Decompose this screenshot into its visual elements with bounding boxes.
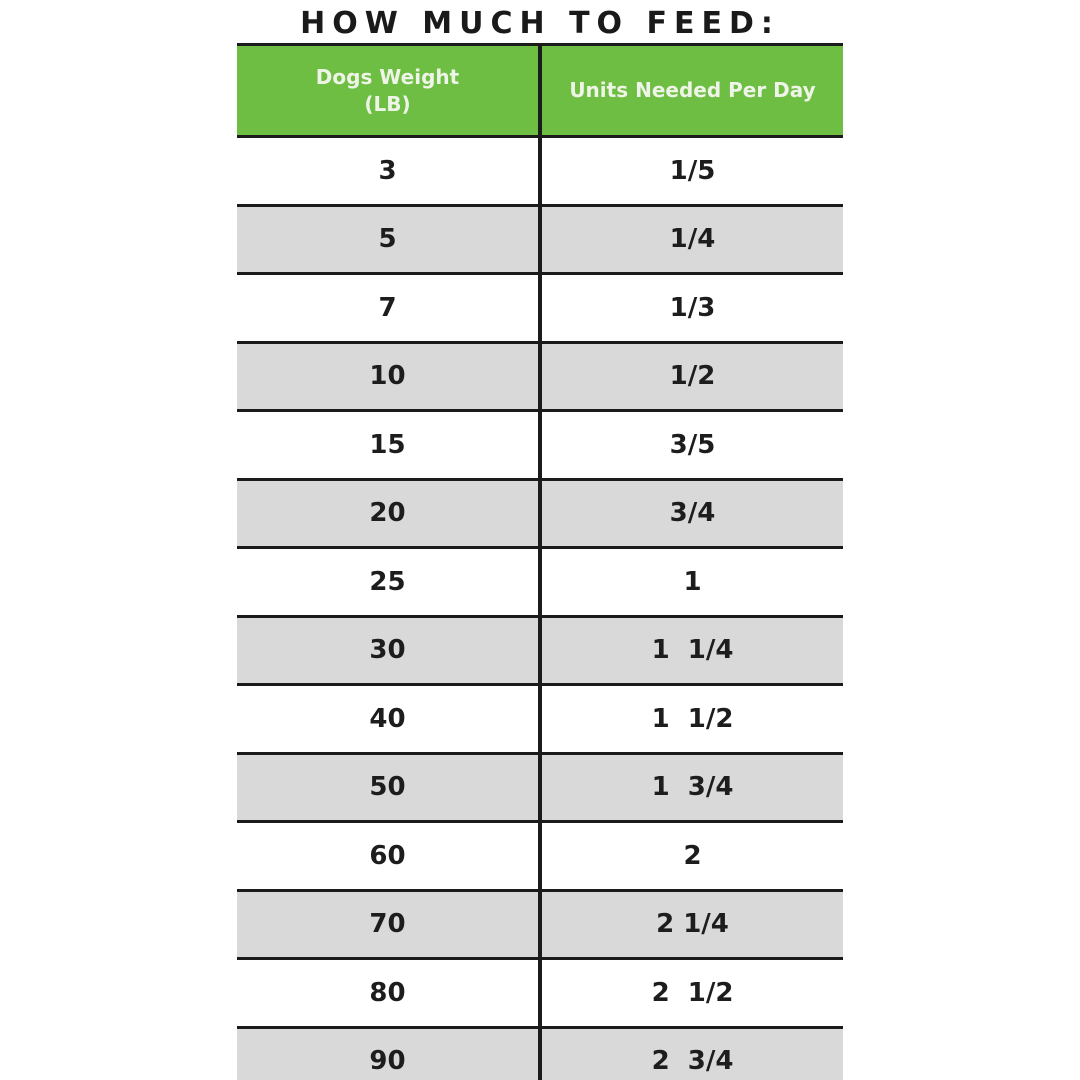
page-title: HOW MUCH TO FEED: — [300, 6, 780, 41]
units-cell: 1 1/4 — [651, 635, 734, 666]
feeding-table: Dogs Weight (LB) Units Needed Per Day 3 … — [237, 43, 843, 1080]
table-row: 90 2 3/4 — [237, 1025, 843, 1080]
weight-cell: 20 — [237, 480, 542, 546]
table-row: 25 1 — [237, 546, 843, 615]
weight-cell: 90 — [237, 1028, 542, 1080]
table-row: 30 1 1/4 — [237, 614, 843, 683]
weight-cell: 5 — [237, 206, 542, 272]
table-row: 70 2 1/4 — [237, 888, 843, 957]
table-row: 3 1/5 — [237, 135, 843, 204]
weight-cell: 40 — [237, 686, 542, 752]
weight-cell: 7 — [237, 275, 542, 341]
table-header-row: Dogs Weight (LB) Units Needed Per Day — [237, 43, 843, 135]
units-cell: 1/2 — [669, 361, 716, 392]
weight-cell: 50 — [237, 754, 542, 820]
header-dogs-weight-line1: Dogs Weight — [315, 64, 460, 89]
table-row: 80 2 1/2 — [237, 957, 843, 1026]
table-row: 7 1/3 — [237, 272, 843, 341]
header-units-per-day: Units Needed Per Day — [542, 46, 843, 135]
table-row: 10 1/2 — [237, 340, 843, 409]
table-row: 60 2 — [237, 820, 843, 889]
header-dogs-weight-line2: (LB) — [364, 91, 411, 116]
units-cell: 2 3/4 — [651, 1046, 734, 1077]
weight-cell: 60 — [237, 823, 542, 889]
header-dogs-weight: Dogs Weight (LB) — [237, 46, 542, 135]
units-cell: 1 3/4 — [651, 772, 734, 803]
table-row: 40 1 1/2 — [237, 683, 843, 752]
units-cell: 1 1/2 — [651, 703, 734, 734]
weight-cell: 3 — [237, 138, 542, 204]
units-cell: 3/5 — [669, 429, 716, 460]
table-row: 20 3/4 — [237, 477, 843, 546]
units-cell: 3/4 — [669, 498, 716, 529]
units-cell: 2 1/2 — [651, 977, 734, 1008]
weight-cell: 10 — [237, 343, 542, 409]
units-cell: 1/3 — [669, 292, 716, 323]
weight-cell: 15 — [237, 412, 542, 478]
weight-cell: 25 — [237, 549, 542, 615]
table-row: 5 1/4 — [237, 203, 843, 272]
units-cell: 2 — [683, 840, 702, 871]
header-units-per-day-label: Units Needed Per Day — [569, 78, 816, 102]
weight-cell: 80 — [237, 960, 542, 1026]
units-cell: 2 1/4 — [656, 909, 729, 940]
weight-cell: 70 — [237, 891, 542, 957]
table-row: 15 3/5 — [237, 409, 843, 478]
units-cell: 1/5 — [669, 155, 716, 186]
units-cell: 1/4 — [669, 224, 716, 255]
units-cell: 1 — [683, 566, 702, 597]
table-row: 50 1 3/4 — [237, 751, 843, 820]
weight-cell: 30 — [237, 617, 542, 683]
